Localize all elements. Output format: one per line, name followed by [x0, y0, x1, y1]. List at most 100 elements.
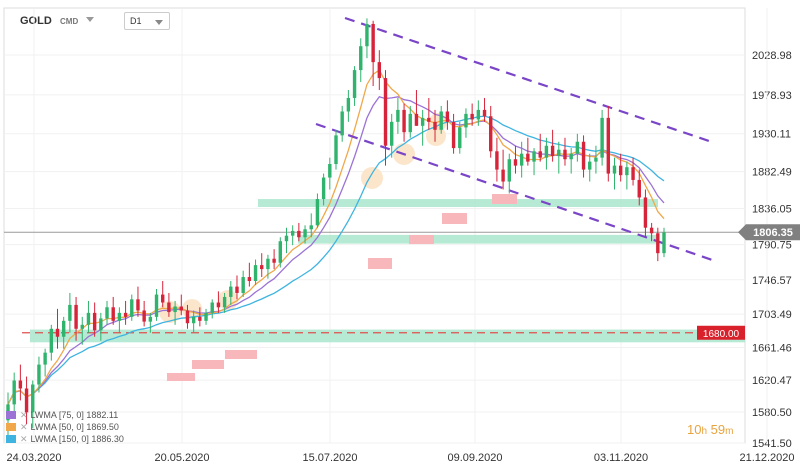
candle-body	[557, 149, 561, 157]
candle-body	[631, 167, 635, 180]
candle-body	[204, 312, 208, 321]
candle-body	[408, 113, 412, 133]
lwma-150-line	[7, 115, 665, 405]
candle-body	[18, 380, 23, 389]
candle	[130, 294, 134, 321]
candle-body	[451, 121, 456, 149]
candle	[74, 296, 78, 341]
countdown-hours-unit: h	[701, 426, 708, 437]
candle-body	[427, 117, 431, 122]
candle	[136, 286, 140, 317]
x-tick-label: 20.05.2020	[154, 452, 209, 464]
candle	[594, 145, 598, 174]
y-tick-label: 1661.46	[752, 343, 792, 355]
candle	[557, 141, 561, 174]
y-tick-label: 1541.50	[752, 438, 792, 450]
candle-body	[185, 310, 190, 324]
candle-body	[229, 286, 233, 297]
symbol-dropdown-icon[interactable]	[86, 17, 94, 22]
candle	[247, 262, 252, 287]
candle	[37, 356, 41, 393]
candle	[588, 153, 592, 182]
candle-body	[68, 304, 72, 321]
candle-body	[216, 302, 221, 308]
legend-entry[interactable]: ✕ LWMA [150, 0] 1886.30	[6, 433, 124, 445]
candle-body	[117, 312, 122, 321]
candle-body	[625, 167, 629, 176]
candle-body	[377, 62, 382, 79]
candle	[321, 173, 326, 206]
support-zone	[30, 329, 745, 343]
candle	[507, 153, 511, 194]
current-price-label: 1806.35	[753, 227, 793, 239]
close-icon[interactable]: ✕	[20, 422, 28, 432]
candle-body	[365, 23, 369, 47]
candle	[49, 324, 54, 361]
candle-body	[198, 316, 202, 321]
y-tick-label: 1882.49	[752, 167, 792, 179]
candle	[501, 149, 505, 190]
candle-body	[563, 149, 567, 160]
candle	[266, 254, 270, 279]
candle	[117, 307, 122, 333]
candle	[43, 348, 47, 377]
current-price-tag	[738, 224, 800, 241]
candle-body	[210, 302, 214, 313]
candle	[420, 109, 425, 146]
chevron-down-icon	[155, 20, 163, 25]
candle	[111, 296, 115, 325]
candle-body	[235, 286, 239, 293]
support-zone	[258, 199, 658, 208]
candle-body	[303, 229, 307, 238]
candle-body	[402, 109, 406, 133]
candle-body	[253, 265, 258, 282]
candle	[464, 108, 468, 138]
candle-body	[464, 113, 468, 128]
candle	[352, 66, 357, 106]
candle-body	[55, 328, 60, 337]
candle-body	[154, 294, 159, 317]
candle	[649, 222, 654, 242]
candle	[105, 300, 109, 325]
candle	[179, 294, 183, 316]
legend-entry[interactable]: ✕ LWMA [50, 0] 1869.50	[6, 421, 124, 433]
demand-box	[225, 350, 257, 359]
candle-body	[489, 116, 493, 152]
candle-body	[12, 380, 16, 405]
countdown-minutes: 59	[710, 422, 726, 437]
candle-body	[458, 127, 462, 149]
candle	[68, 292, 72, 333]
candle	[235, 275, 239, 300]
x-tick-label: 24.03.2020	[6, 452, 61, 464]
legend-label: LWMA [150, 0] 1886.30	[30, 434, 124, 444]
candle-body	[649, 227, 654, 234]
candle-body	[99, 318, 103, 331]
candle	[445, 100, 450, 130]
candle-body	[359, 46, 363, 71]
candle-body	[241, 277, 245, 293]
candle-body	[266, 258, 270, 270]
y-tick-label: 1790.75	[752, 240, 792, 252]
candle-body	[495, 151, 499, 170]
candle-body	[61, 320, 66, 337]
close-icon[interactable]: ✕	[20, 434, 28, 444]
candle-body	[439, 111, 443, 130]
legend-entry[interactable]: ✕ LWMA [75, 0] 1882.11	[6, 409, 124, 421]
candle	[92, 302, 97, 337]
candle	[519, 141, 524, 178]
y-tick-label: 1836.05	[752, 204, 792, 216]
candle	[260, 253, 264, 278]
candle-body	[476, 109, 481, 120]
candle-body	[191, 316, 196, 324]
candle-body	[538, 151, 542, 158]
candle-body	[445, 111, 450, 122]
candle-body	[575, 141, 580, 154]
candle-body	[618, 165, 623, 176]
candle	[290, 225, 295, 246]
interval-selector[interactable]: D1	[124, 12, 170, 30]
demand-box	[492, 194, 517, 204]
close-icon[interactable]: ✕	[20, 410, 28, 420]
candle	[297, 222, 301, 242]
